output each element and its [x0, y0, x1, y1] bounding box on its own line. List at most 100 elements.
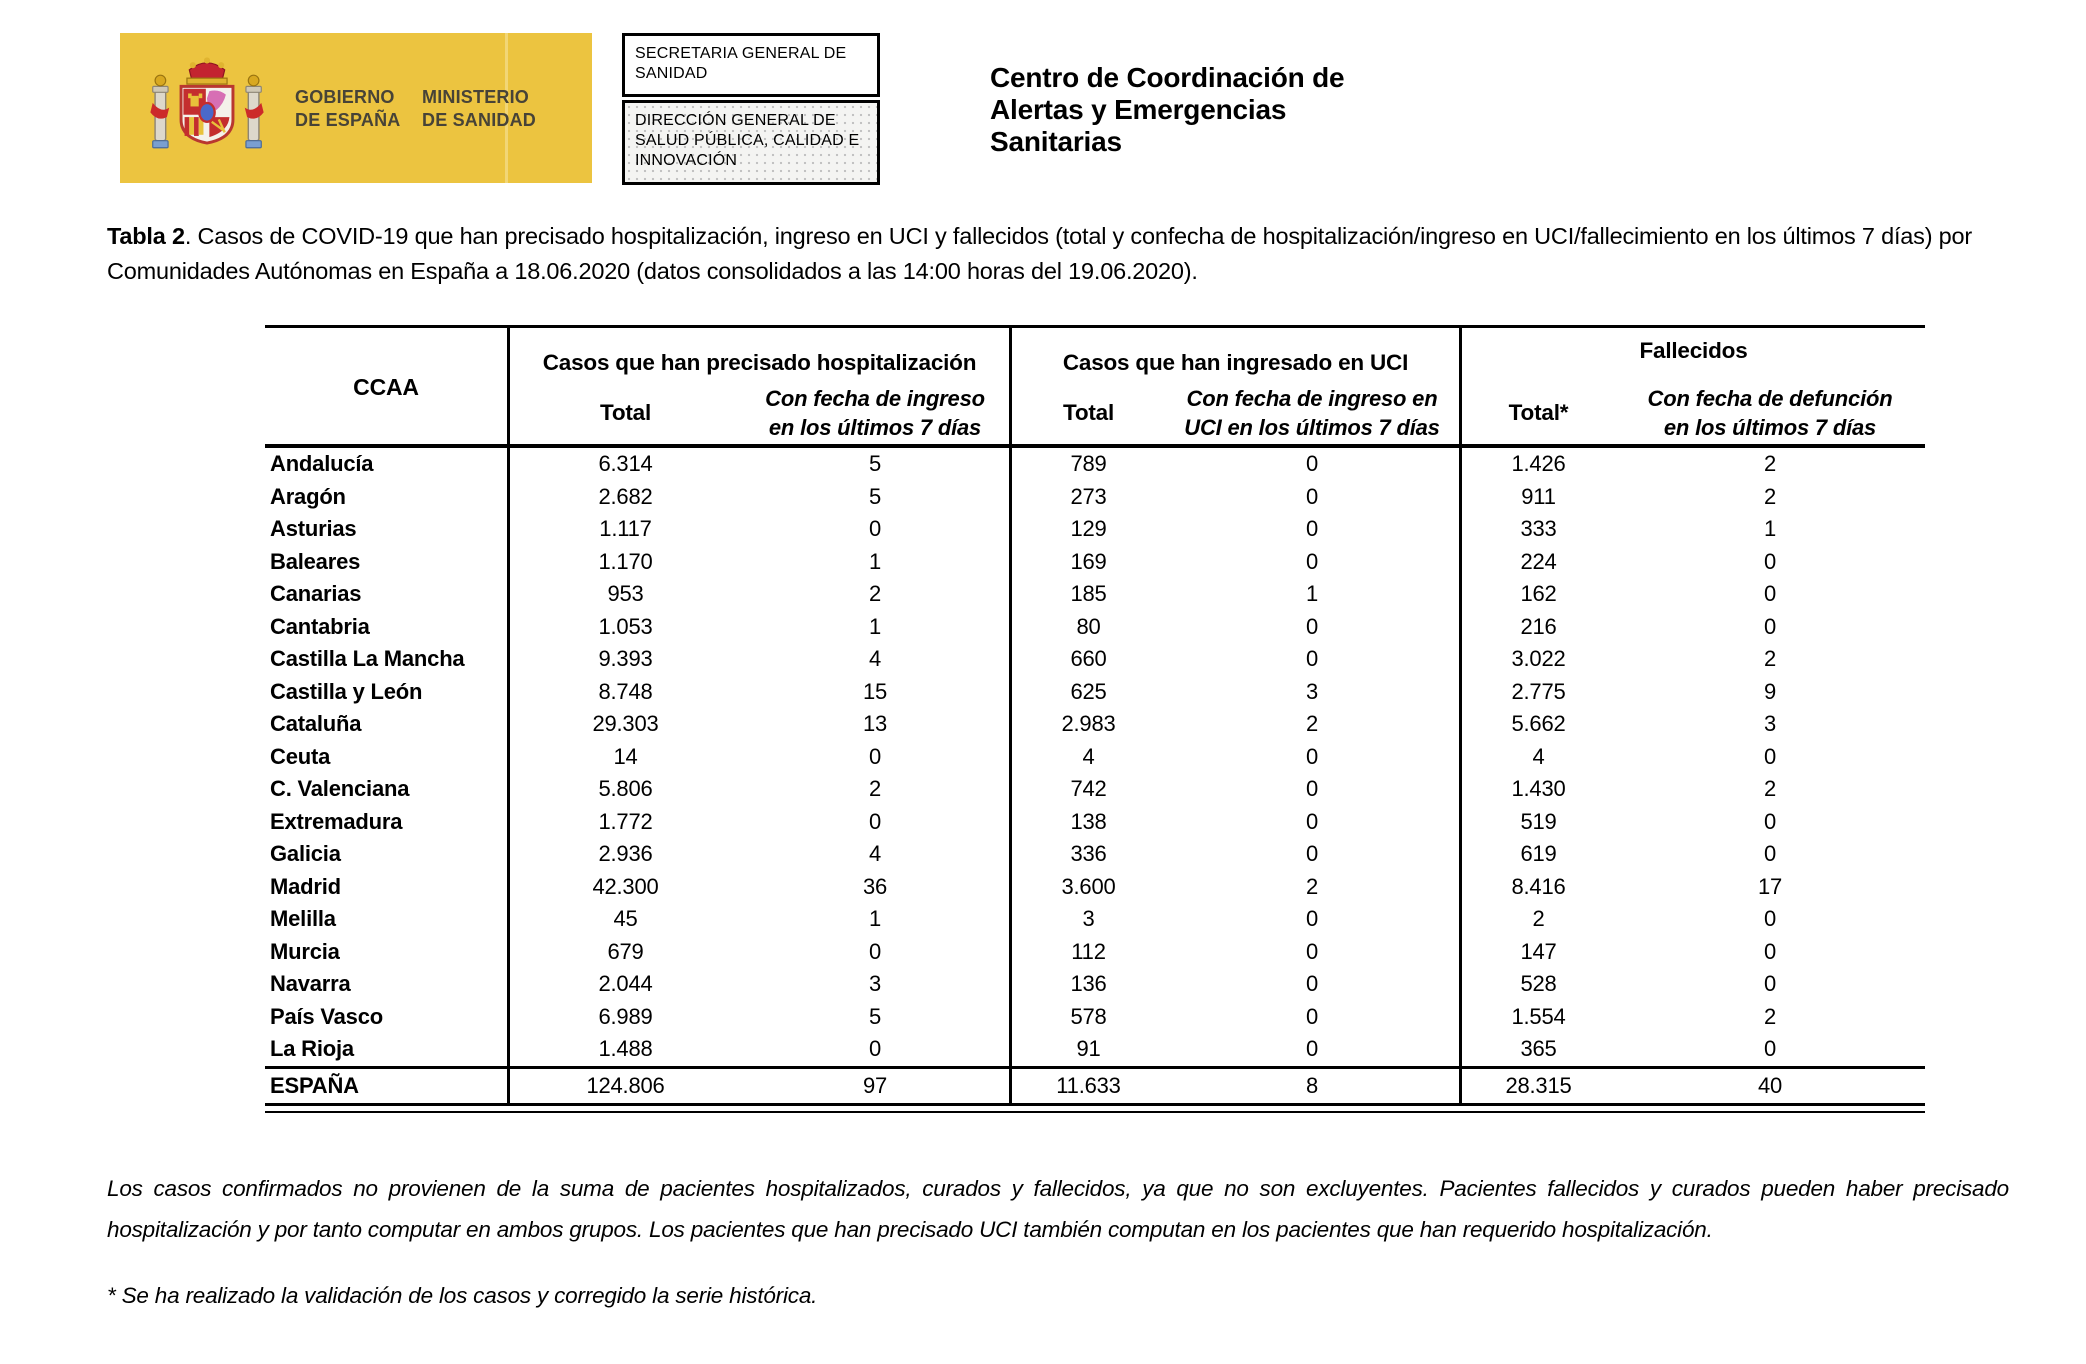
row-uci-total: 336: [1070, 841, 1107, 867]
table-row: País Vasco 6.989 5 578 0 1.554 2: [265, 1000, 1925, 1033]
row-dead-7d: 2: [1763, 1003, 1777, 1029]
row-uci-7d: 0: [1165, 480, 1462, 513]
total-uci-total: 11.633: [1056, 1072, 1121, 1098]
row-uci-7d: 0: [1165, 513, 1462, 546]
table-header: CCAA Casos que han precisado hospitaliza…: [265, 325, 1925, 448]
row-ccaa-label: Baleares: [265, 545, 510, 578]
row-dead-total: 528: [1520, 971, 1557, 997]
row-dead-total: 911: [1521, 483, 1556, 509]
row-dead-7d: 0: [1763, 1036, 1777, 1062]
row-dead-total: 216: [1520, 613, 1557, 639]
row-ccaa-label: Andalucía: [265, 448, 510, 481]
row-dead-7d: 0: [1763, 938, 1777, 964]
row-hosp-total: 8.748: [598, 678, 653, 704]
row-dead-total: 5.662: [1511, 711, 1566, 737]
row-uci-7d: 0: [1165, 545, 1462, 578]
row-dead-7d: 0: [1763, 581, 1777, 607]
row-dead-total: 4: [1532, 743, 1545, 769]
row-ccaa-label: C. Valenciana: [265, 773, 510, 806]
row-ccaa-label: Galicia: [265, 838, 510, 871]
header-dead-total: Total*: [1508, 399, 1569, 425]
row-hosp-7d: 0: [741, 935, 1012, 968]
row-ccaa-label: Cataluña: [265, 708, 510, 741]
row-uci-total: 169: [1070, 548, 1107, 574]
header-uci-7days: Con fecha de ingreso en UCI en los últim…: [1165, 378, 1462, 447]
row-hosp-7d: 2: [741, 773, 1012, 806]
secretaria-general-box: SECRETARIA GENERAL DE SANIDAD: [622, 33, 880, 97]
row-ccaa-label: Castilla y León: [265, 675, 510, 708]
footnote-validation: * Se ha realizado la validación de los c…: [107, 1283, 818, 1308]
row-hosp-7d: 1: [741, 903, 1012, 936]
row-dead-total: 147: [1520, 938, 1557, 964]
row-ccaa-label: La Rioja: [265, 1033, 510, 1066]
row-hosp-7d: 1: [741, 545, 1012, 578]
row-uci-total: 80: [1076, 613, 1101, 639]
row-ccaa-label: Asturias: [265, 513, 510, 546]
row-uci-7d: 3: [1165, 675, 1462, 708]
row-hosp-7d: 0: [741, 740, 1012, 773]
header-group-fallecidos: Fallecidos: [1639, 338, 1748, 363]
row-dead-total: 333: [1520, 516, 1557, 542]
row-uci-7d: 0: [1165, 838, 1462, 871]
row-uci-7d: 0: [1165, 448, 1462, 481]
gobierno-de-espana-label: GOBIERNO DE ESPAÑA: [295, 87, 401, 130]
total-dead-total: 28.315: [1505, 1072, 1572, 1098]
row-dead-7d: 9: [1763, 678, 1777, 704]
row-hosp-total: 679: [607, 938, 644, 964]
table-row: Melilla 45 1 3 0 2 0: [265, 903, 1925, 936]
row-ccaa-label: Madrid: [265, 870, 510, 903]
row-uci-total: 273: [1070, 483, 1107, 509]
row-hosp-total: 2.044: [598, 971, 653, 997]
row-uci-total: 3.600: [1061, 873, 1116, 899]
row-dead-total: 619: [1520, 841, 1557, 867]
header-ccaa: CCAA: [265, 328, 510, 447]
row-dead-7d: 2: [1763, 646, 1777, 672]
row-hosp-7d: 5: [741, 1000, 1012, 1033]
row-ccaa-label: País Vasco: [265, 1000, 510, 1033]
row-uci-7d: 2: [1165, 708, 1462, 741]
row-uci-total: 625: [1070, 678, 1107, 704]
row-dead-7d: 0: [1763, 613, 1777, 639]
row-hosp-total: 953: [607, 581, 644, 607]
row-dead-total: 519: [1520, 808, 1557, 834]
row-dead-7d: 0: [1763, 906, 1777, 932]
row-dead-total: 3.022: [1511, 646, 1566, 672]
row-dead-total: 2.775: [1511, 678, 1566, 704]
table-row: Andalucía 6.314 5 789 0 1.426 2: [265, 448, 1925, 481]
table-row: Canarias 953 2 185 1 162 0: [265, 578, 1925, 611]
row-hosp-7d: 4: [741, 838, 1012, 871]
row-hosp-total: 1.053: [598, 613, 653, 639]
row-uci-total: 129: [1070, 516, 1107, 542]
row-uci-total: 578: [1070, 1003, 1107, 1029]
row-dead-7d: 1: [1763, 516, 1777, 542]
table-row: Asturias 1.117 0 129 0 333 1: [265, 513, 1925, 546]
row-ccaa-label: Canarias: [265, 578, 510, 611]
row-dead-7d: 2: [1763, 776, 1777, 802]
table-caption-label: Tabla 2: [107, 223, 185, 249]
ministerio-de-sanidad-label: MINISTERIO DE SANIDAD: [422, 87, 537, 130]
row-hosp-total: 9.393: [598, 646, 653, 672]
row-dead-total: 8.416: [1511, 873, 1566, 899]
row-dead-total: 1.426: [1511, 451, 1566, 477]
row-hosp-7d: 3: [741, 968, 1012, 1001]
table-row: La Rioja 1.488 0 91 0 365 0: [265, 1033, 1925, 1066]
row-dead-7d: 0: [1763, 841, 1777, 867]
row-dead-total: 162: [1520, 581, 1557, 607]
row-hosp-total: 6.989: [598, 1003, 653, 1029]
table-row: Cantabria 1.053 1 80 0 216 0: [265, 610, 1925, 643]
table-row: Cataluña 29.303 13 2.983 2 5.662 3: [265, 708, 1925, 741]
row-hosp-total: 14: [613, 743, 638, 769]
row-hosp-total: 6.314: [598, 451, 653, 477]
row-ccaa-label: Aragón: [265, 480, 510, 513]
table-row: Extremadura 1.772 0 138 0 519 0: [265, 805, 1925, 838]
table-caption-text: . Casos de COVID-19 que han precisado ho…: [107, 223, 1973, 284]
row-uci-7d: 0: [1165, 1033, 1462, 1066]
covid-table: CCAA Casos que han precisado hospitaliza…: [265, 325, 1925, 1113]
row-hosp-7d: 4: [741, 643, 1012, 676]
direccion-general-box: DIRECCIÓN GENERAL DE SALUD PÚBLICA, CALI…: [622, 100, 880, 185]
row-dead-7d: 0: [1763, 743, 1777, 769]
row-uci-total: 112: [1071, 938, 1106, 964]
row-hosp-total: 45: [613, 906, 638, 932]
table-bottom-rule: [265, 1102, 1925, 1113]
row-dead-total: 224: [1520, 548, 1557, 574]
